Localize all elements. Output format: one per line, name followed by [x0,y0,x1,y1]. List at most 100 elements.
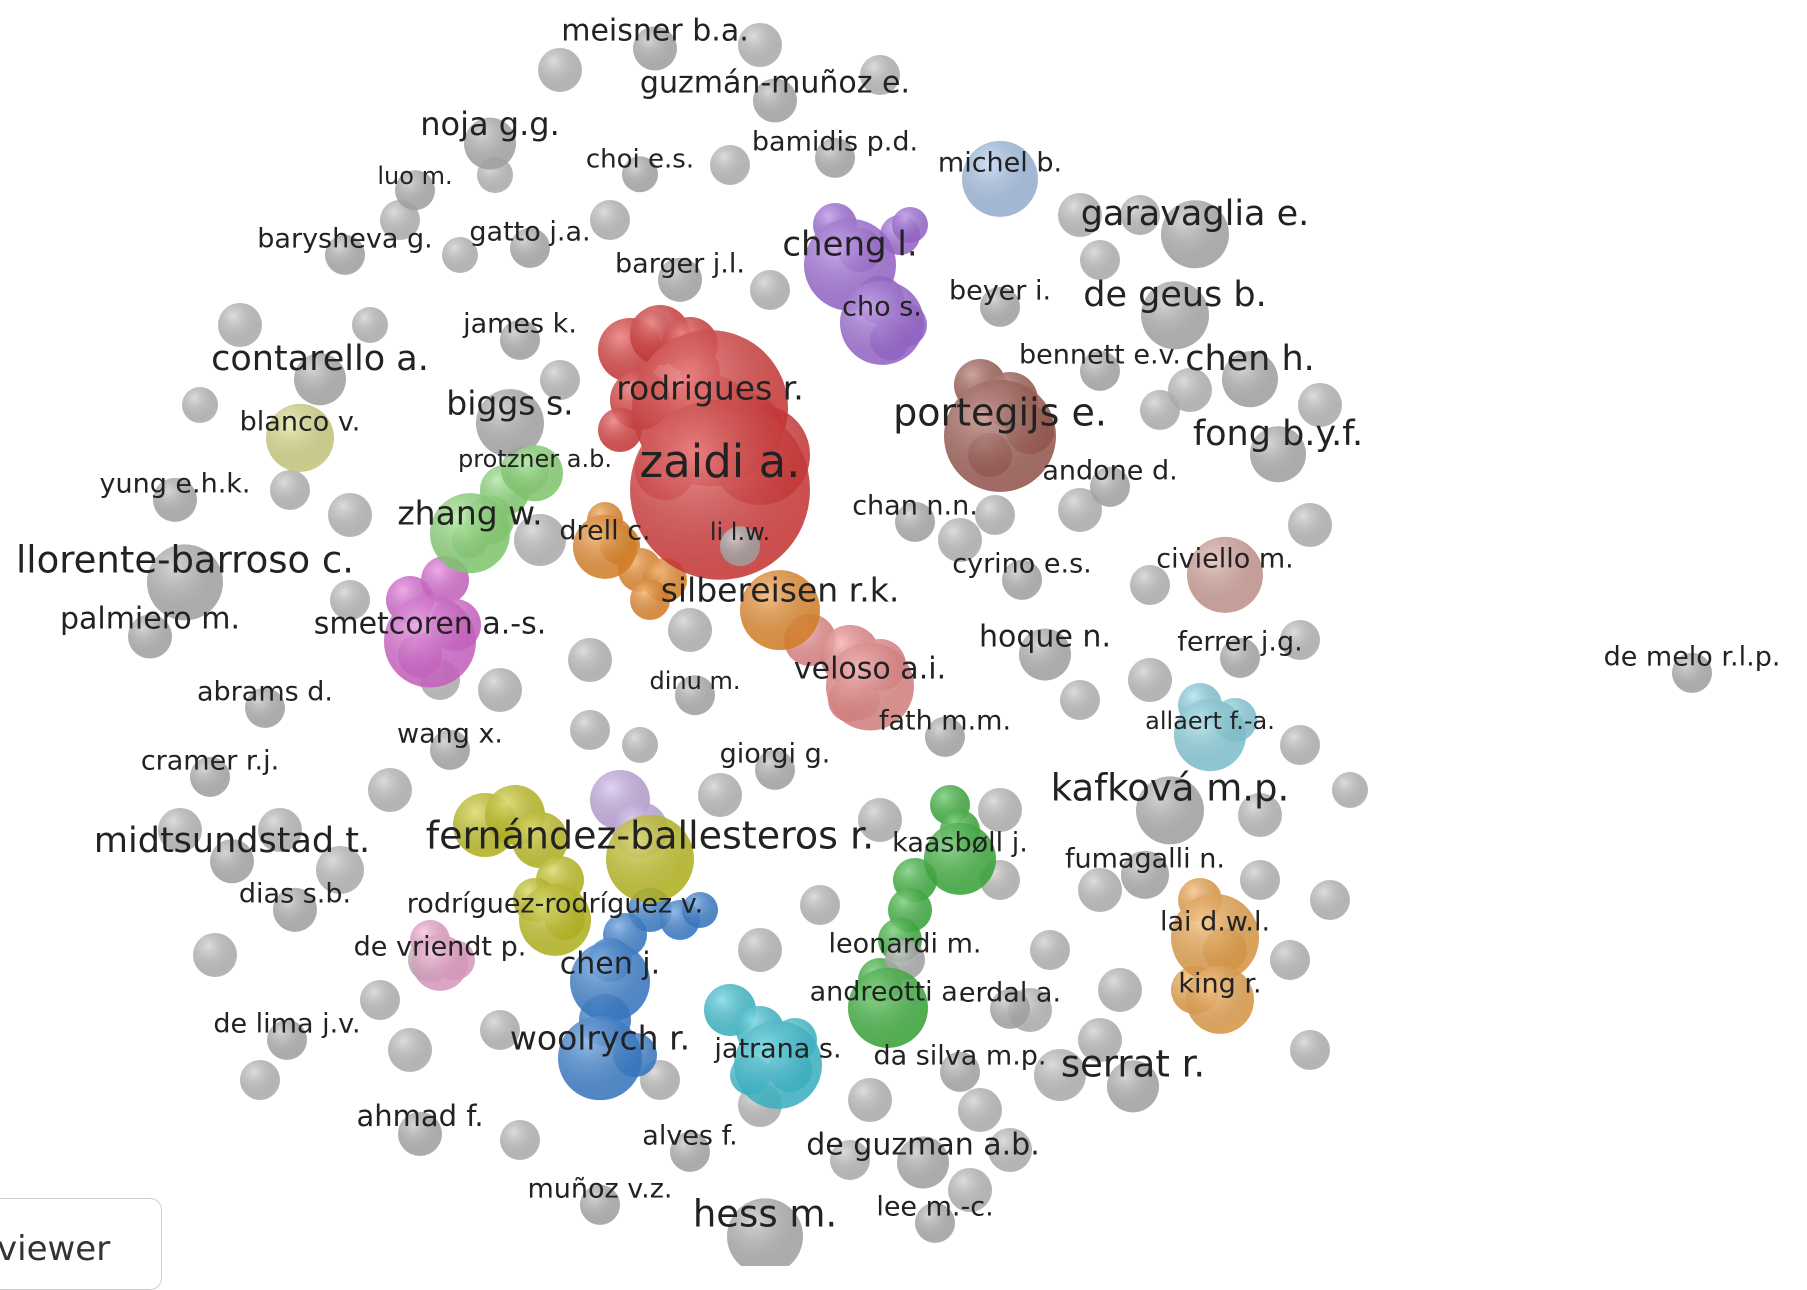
author-label[interactable]: wang x. [397,719,503,750]
author-label[interactable]: de melo r.l.p. [1604,642,1781,673]
author-label[interactable]: de guzman a.b. [806,1128,1040,1163]
author-label[interactable]: meisner b.a. [561,14,749,49]
author-label[interactable]: gatto j.a. [469,217,590,248]
author-label[interactable]: da silva m.p. [873,1041,1046,1072]
author-label[interactable]: biggs s. [446,384,573,423]
author-label[interactable]: garavaglia e. [1081,194,1310,234]
author-node-shade [558,1016,642,1101]
author-node-shade [897,1136,949,1189]
background-node-shade [948,1168,992,1212]
author-label[interactable]: woolrych r. [510,1019,690,1058]
background-node-shade [193,933,237,977]
author-label[interactable]: hoque n. [979,620,1111,655]
author-label[interactable]: kaasbøll j. [892,828,1028,859]
background-node-shade [500,1120,540,1160]
author-label[interactable]: de vriendt p. [354,932,527,963]
author-node-shade [325,234,365,275]
author-label[interactable]: bennett e.v. [1019,340,1181,371]
background-node-shade [698,773,742,817]
background-node-shade [442,237,478,273]
author-label[interactable]: llorente-barroso c. [16,539,354,582]
author-label[interactable]: fong b.y.f. [1193,414,1363,454]
author-label[interactable]: chen h. [1185,339,1315,379]
author-label[interactable]: barysheva g. [257,224,432,255]
author-label[interactable]: de geus b. [1083,275,1267,315]
author-label[interactable]: contarello a. [211,339,429,379]
author-label[interactable]: hess m. [693,1193,837,1236]
author-label[interactable]: ferrer j.g. [1177,627,1302,658]
author-label[interactable]: cramer r.j. [141,746,279,777]
background-node-shade [328,493,372,537]
author-label[interactable]: fath m.m. [879,706,1011,737]
author-label[interactable]: muñoz v.z. [527,1174,672,1205]
author-label[interactable]: andreotti a. [810,977,967,1008]
author-label[interactable]: dias s.b. [239,879,351,910]
author-label[interactable]: de lima j.v. [213,1009,360,1040]
author-label[interactable]: zhang w. [397,494,542,533]
author-label[interactable]: yung e.h.k. [99,469,250,500]
author-node-shade [1672,652,1712,693]
author-node-shade [925,716,965,757]
author-label[interactable]: rodríguez-rodríguez v. [407,889,703,920]
author-label[interactable]: cyrino e.s. [952,549,1091,580]
author-node-shade [675,675,715,716]
author-label[interactable]: andone d. [1042,456,1177,487]
author-label[interactable]: michel b. [938,148,1062,179]
author-label[interactable]: lee m.-c. [876,1192,993,1223]
author-label[interactable]: king r. [1178,969,1261,1000]
author-label[interactable]: chan n.n. [852,491,978,522]
author-label[interactable]: noja g.g. [420,105,560,143]
author-label[interactable]: leonardi m. [828,929,981,960]
author-label[interactable]: civiello m. [1156,544,1293,575]
author-label[interactable]: serrat r. [1061,1043,1205,1086]
author-label[interactable]: choi e.s. [586,145,694,175]
background-node-shade [380,200,420,240]
author-label[interactable]: drell c. [559,516,650,547]
author-label[interactable]: protzner a.b. [458,445,612,473]
author-label[interactable]: li l.w. [710,518,770,546]
author-label[interactable]: dinu m. [650,667,741,695]
author-label[interactable]: fernández-ballesteros r. [426,814,874,858]
author-label[interactable]: erdal a. [959,978,1061,1009]
cluster-node-shade [682,892,718,928]
author-label[interactable]: blanco v. [240,407,361,438]
background-node-shade [1058,488,1102,532]
author-label[interactable]: jatrana s. [713,1034,841,1065]
author-label[interactable]: portegijs e. [893,391,1107,435]
author-label[interactable]: lai d.w.l. [1160,907,1270,938]
viewer-tab[interactable]: viewer [0,1198,162,1290]
author-node-shade [895,501,935,542]
author-label[interactable]: smetcoren a.-s. [314,607,547,642]
author-label[interactable]: ahmad f. [356,1099,483,1133]
author-label[interactable]: zaidi a. [640,435,801,488]
author-label[interactable]: alves f. [642,1121,737,1152]
author-node-shade [740,570,820,651]
author-label[interactable]: giorgi g. [720,739,831,770]
author-label[interactable]: barger j.l. [615,249,745,280]
author-node-shade [266,403,334,472]
background-node-shade [1280,725,1320,765]
author-label[interactable]: guzmán-muñoz e. [640,66,910,101]
author-label[interactable]: rodrigues r. [616,369,804,408]
background-node-shade [182,387,218,423]
author-node-shade [1222,351,1278,408]
author-label[interactable]: silbereisen r.k. [661,571,900,610]
author-label[interactable]: james k. [462,309,577,340]
author-label[interactable]: cheng l. [782,225,917,265]
author-label[interactable]: veloso a.i. [794,652,946,687]
author-label[interactable]: fumagalli n. [1065,844,1225,875]
author-label[interactable]: abrams d. [197,677,333,708]
author-label[interactable]: midtsundstad t. [94,821,370,861]
author-label[interactable]: bamidis p.d. [752,127,918,158]
author-node-shade [630,399,810,580]
author-label[interactable]: kafková m.p. [1051,767,1290,810]
cluster-node-shade [892,207,928,243]
author-label[interactable]: beyer i. [949,276,1051,307]
author-label[interactable]: luo m. [377,162,452,190]
author-label[interactable]: chen j. [560,947,660,982]
author-label[interactable]: palmiero m. [60,602,240,637]
background-node-shade [514,514,566,566]
author-label[interactable]: cho s. [842,292,922,323]
author-label[interactable]: allaert f.-a. [1145,707,1275,735]
